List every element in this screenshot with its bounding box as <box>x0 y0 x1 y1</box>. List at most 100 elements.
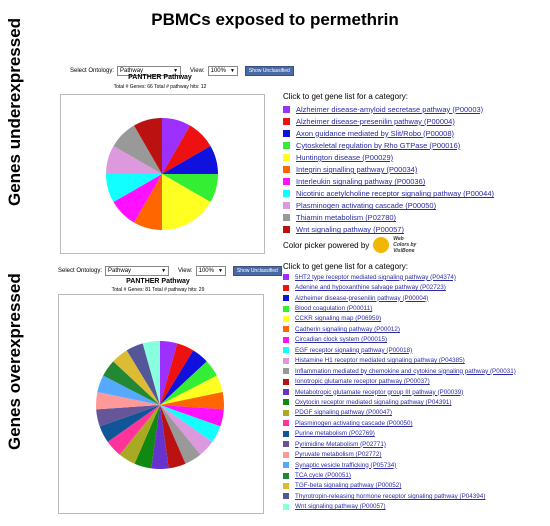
legend-item[interactable]: TCA cycle (P00051) <box>283 470 516 480</box>
pie-slice[interactable] <box>162 174 218 202</box>
legend-item[interactable]: Cytoskeletal regulation by Rho GTPase (P… <box>283 139 494 151</box>
view-select[interactable]: 100% ▼ <box>207 66 238 76</box>
show-unclassified-button[interactable]: Show Unclassified <box>232 266 282 276</box>
legend-link[interactable]: Pyruvate metabolism (P02772) <box>295 451 382 459</box>
pie-slice[interactable] <box>160 350 207 405</box>
legend-item[interactable]: Thyrotropin-releasing hormone receptor s… <box>283 491 516 501</box>
legend-item[interactable]: Axon guidance mediated by Slit/Robo (P00… <box>283 127 494 139</box>
pie-slice[interactable] <box>113 350 160 405</box>
legend-link[interactable]: EGF receptor signaling pathway (P00018) <box>295 346 413 354</box>
legend-link[interactable]: CCKR signaling map (P06959) <box>295 315 382 323</box>
legend-item[interactable]: CCKR signaling map (P06959) <box>283 314 516 324</box>
legend-link[interactable]: TCA cycle (P00051) <box>295 472 351 480</box>
legend-link[interactable]: Ionotropic glutamate receptor pathway (P… <box>295 378 430 386</box>
legend-item[interactable]: Huntington disease (P00029) <box>283 151 494 163</box>
legend-item[interactable]: Adenine and hypoxanthine salvage pathway… <box>283 282 516 292</box>
pie-slice[interactable] <box>126 343 160 405</box>
legend-item[interactable]: Interleukin signaling pathway (P00036) <box>283 176 494 188</box>
pie-slice[interactable] <box>160 405 224 427</box>
legend-link[interactable]: Wnt signaling pathway (P00057) <box>295 503 386 511</box>
legend-item[interactable]: Alzheimer disease-presenilin pathway (P0… <box>283 115 494 127</box>
legend-link[interactable]: Blood coagulation (P00011) <box>295 305 373 313</box>
legend-link[interactable]: Oxytocin receptor mediated signaling pat… <box>295 398 452 406</box>
pie-slice[interactable] <box>134 118 162 174</box>
legend-link[interactable]: Metabotropic glutamate receptor group II… <box>295 388 464 396</box>
legend-link[interactable]: Thiamin metabolism (P02780) <box>296 213 397 223</box>
legend-item[interactable]: Integrin signalling pathway (P00034) <box>283 163 494 175</box>
ontology-select[interactable]: Pathway ▼ <box>105 266 170 276</box>
pie-slice[interactable] <box>96 405 160 427</box>
pie-slice[interactable] <box>160 391 224 410</box>
legend-link[interactable]: Circadian clock system (P00015) <box>295 336 388 344</box>
legend-link[interactable]: Histamine H1 receptor mediated signaling… <box>295 357 465 365</box>
legend-item[interactable]: Synaptic vesicle trafficking (P05734) <box>283 460 516 470</box>
pie-slice[interactable] <box>160 341 178 405</box>
legend-item[interactable]: Plasminogen activating cascade (P00050) <box>283 200 494 212</box>
pie-slice[interactable] <box>151 405 169 469</box>
legend-link[interactable]: Integrin signalling pathway (P00034) <box>296 165 418 175</box>
legend-item[interactable]: Cadherin signaling pathway (P00012) <box>283 324 516 334</box>
legend-link[interactable]: 5HT2 type receptor mediated signaling pa… <box>295 273 457 281</box>
legend-item[interactable]: Thiamin metabolism (P02780) <box>283 212 494 224</box>
legend-link[interactable]: Interleukin signaling pathway (P00036) <box>296 177 426 187</box>
pie-slice[interactable] <box>160 405 221 442</box>
legend-link[interactable]: Adenine and hypoxanthine salvage pathway… <box>295 284 446 292</box>
legend-link[interactable]: Alzheimer disease-presenilin pathway (P0… <box>295 294 429 302</box>
legend-item[interactable]: Ionotropic glutamate receptor pathway (P… <box>283 376 516 386</box>
legend-link[interactable]: Cadherin signaling pathway (P00012) <box>295 325 401 333</box>
legend-item[interactable]: Pyruvate metabolism (P02772) <box>283 449 516 459</box>
pie-slice[interactable] <box>162 118 190 174</box>
legend-link[interactable]: Nicotinic acetylcholine receptor signali… <box>296 189 495 199</box>
visibone-logo-text[interactable]: Web Colors by VisiBone <box>393 236 417 254</box>
pie-slice[interactable] <box>113 174 162 223</box>
legend-link[interactable]: TGF-beta signaling pathway (P00052) <box>295 482 402 490</box>
legend-item[interactable]: 5HT2 type receptor mediated signaling pa… <box>283 272 516 282</box>
visibone-logo-icon[interactable] <box>373 237 390 253</box>
pie-slice[interactable] <box>119 405 160 464</box>
pie-slice[interactable] <box>162 146 218 174</box>
show-unclassified-button[interactable]: Show Unclassified <box>244 66 294 76</box>
ontology-select[interactable]: Pathway ▼ <box>117 66 182 76</box>
legend-item[interactable]: PDGF signaling pathway (P00047) <box>283 408 516 418</box>
legend-link[interactable]: Plasminogen activating cascade (P00050) <box>296 201 437 211</box>
pie-slice[interactable] <box>134 174 162 230</box>
pie-slice[interactable] <box>99 405 160 442</box>
pie-slice[interactable] <box>162 125 211 174</box>
pie-slice[interactable] <box>96 391 160 410</box>
pie-slice[interactable] <box>160 361 217 405</box>
pie-slice[interactable] <box>162 174 211 230</box>
pie-slice[interactable] <box>142 341 160 405</box>
pie-slice[interactable] <box>103 361 160 405</box>
legend-link[interactable]: Purine metabolism (P02769) <box>295 430 375 438</box>
legend-item[interactable]: Alzheimer disease-presenilin pathway (P0… <box>283 293 516 303</box>
pie-slice[interactable] <box>106 174 162 202</box>
pie-slice[interactable] <box>160 405 201 464</box>
legend-link[interactable]: Plasminogen activating cascade (P00050) <box>295 419 413 427</box>
legend-link[interactable]: Thyrotropin-releasing hormone receptor s… <box>295 492 486 500</box>
legend-item[interactable]: Nicotinic acetylcholine receptor signali… <box>283 188 494 200</box>
legend-item[interactable]: Blood coagulation (P00011) <box>283 303 516 313</box>
pie-slice[interactable] <box>160 343 194 405</box>
legend-link[interactable]: Wnt signaling pathway (P00057) <box>296 225 404 235</box>
legend-item[interactable]: Wnt signaling pathway (P00057) <box>283 502 516 512</box>
legend-item[interactable]: Oxytocin receptor mediated signaling pat… <box>283 397 516 407</box>
pie-slice[interactable] <box>160 405 213 455</box>
legend-item[interactable]: Circadian clock system (P00015) <box>283 335 516 345</box>
legend-link[interactable]: Alzheimer disease-presenilin pathway (P0… <box>296 116 455 126</box>
legend-item[interactable]: Purine metabolism (P02769) <box>283 429 516 439</box>
pie-slice[interactable] <box>113 125 162 174</box>
legend-item[interactable]: Plasminogen activating cascade (P00050) <box>283 418 516 428</box>
legend-link[interactable]: PDGF signaling pathway (P00047) <box>295 409 392 417</box>
legend-link[interactable]: Axon guidance mediated by Slit/Robo (P00… <box>296 128 455 138</box>
pie-slice[interactable] <box>97 375 160 405</box>
legend-link[interactable]: Synaptic vesicle trafficking (P05734) <box>295 461 397 469</box>
pie-slice[interactable] <box>106 146 162 174</box>
legend-item[interactable]: Histamine H1 receptor mediated signaling… <box>283 356 516 366</box>
legend-item[interactable]: Alzheimer disease-amyloid secretase path… <box>283 103 494 115</box>
legend-link[interactable]: Cytoskeletal regulation by Rho GTPase (P… <box>296 140 461 150</box>
legend-item[interactable]: EGF receptor signaling pathway (P00018) <box>283 345 516 355</box>
legend-link[interactable]: Pyrimidine Metabolism (P02771) <box>295 440 386 448</box>
legend-item[interactable]: Inflammation mediated by chemokine and c… <box>283 366 516 376</box>
legend-link[interactable]: Alzheimer disease-amyloid secretase path… <box>296 104 484 114</box>
legend-item[interactable]: TGF-beta signaling pathway (P00052) <box>283 481 516 491</box>
